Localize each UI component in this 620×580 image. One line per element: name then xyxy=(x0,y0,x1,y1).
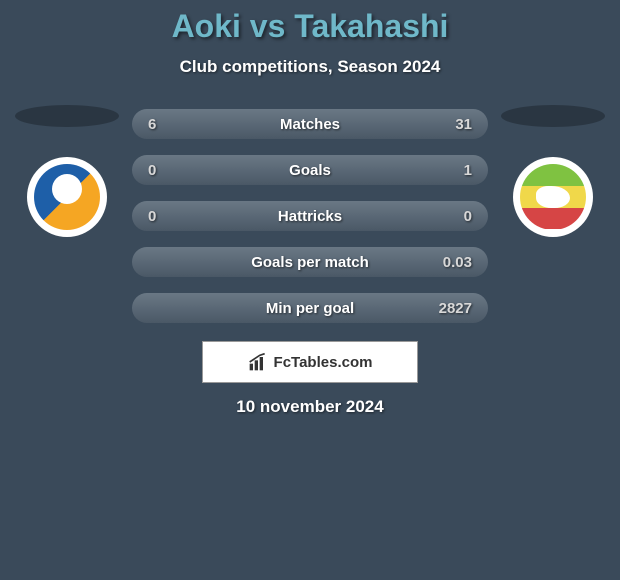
stat-label: Min per goal xyxy=(266,300,354,317)
stat-right-value: 0 xyxy=(432,208,472,225)
team-logo-right xyxy=(513,157,593,237)
subtitle: Club competitions, Season 2024 xyxy=(0,57,620,77)
brand-box: FcTables.com xyxy=(202,341,418,383)
stat-left-value: 6 xyxy=(148,116,188,133)
player-left-column xyxy=(12,105,122,237)
stat-right-value: 1 xyxy=(432,162,472,179)
team-logo-left xyxy=(27,157,107,237)
stat-left-value: 0 xyxy=(148,208,188,225)
player-right-shadow xyxy=(501,105,605,127)
content-row: 6 Matches 31 0 Goals 1 0 Hattricks 0 Goa… xyxy=(0,105,620,323)
stat-row-goals: 0 Goals 1 xyxy=(132,155,488,185)
stats-column: 6 Matches 31 0 Goals 1 0 Hattricks 0 Goa… xyxy=(132,109,488,323)
stat-label: Matches xyxy=(280,116,340,133)
stat-right-value: 0.03 xyxy=(432,254,472,271)
team-logo-right-graphic xyxy=(520,164,586,230)
stat-label: Goals xyxy=(289,162,331,179)
player-left-shadow xyxy=(15,105,119,127)
stat-label: Goals per match xyxy=(251,254,369,271)
stat-row-goals-per-match: Goals per match 0.03 xyxy=(132,247,488,277)
stat-row-min-per-goal: Min per goal 2827 xyxy=(132,293,488,323)
page-title: Aoki vs Takahashi xyxy=(0,8,620,45)
date-text: 10 november 2024 xyxy=(0,397,620,417)
brand-text: FcTables.com xyxy=(274,354,373,371)
stat-left-value: 0 xyxy=(148,162,188,179)
stat-right-value: 2827 xyxy=(432,300,472,317)
chart-icon xyxy=(248,352,268,372)
stat-right-value: 31 xyxy=(432,116,472,133)
player-right-column xyxy=(498,105,608,237)
comparison-card: Aoki vs Takahashi Club competitions, Sea… xyxy=(0,0,620,417)
team-logo-left-graphic xyxy=(34,164,100,230)
stat-label: Hattricks xyxy=(278,208,342,225)
stat-row-hattricks: 0 Hattricks 0 xyxy=(132,201,488,231)
stat-row-matches: 6 Matches 31 xyxy=(132,109,488,139)
